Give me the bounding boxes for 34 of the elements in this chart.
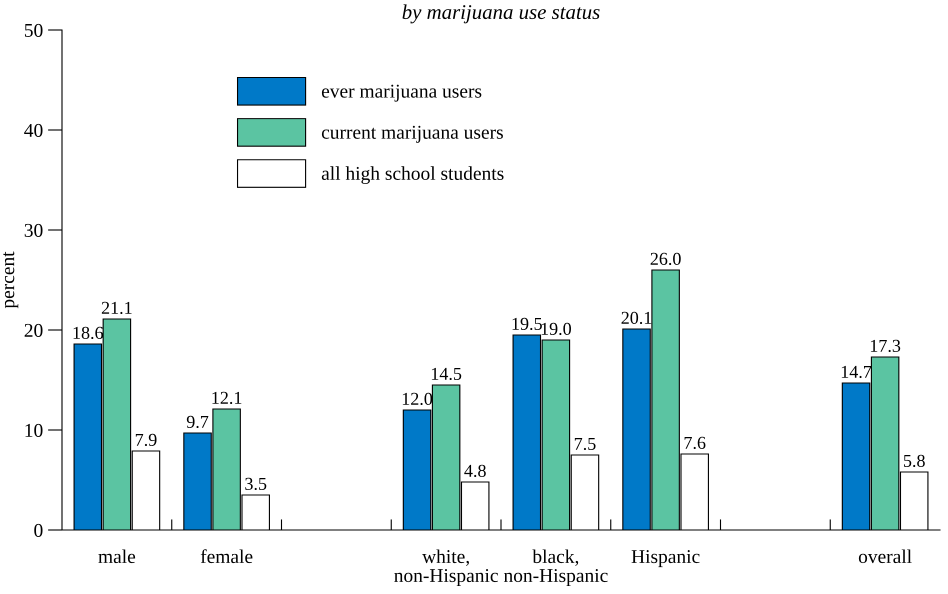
- x-tick-label: male: [98, 549, 136, 564]
- data-label: 4.8: [464, 464, 486, 478]
- y-tick-label: 0: [34, 524, 43, 537]
- data-label: 19.0: [542, 322, 571, 336]
- x-tick-label: female: [200, 549, 252, 564]
- legend-label: current marijuana users: [322, 126, 503, 143]
- y-tick-label: 40: [24, 124, 43, 137]
- legend-label: ever marijuana users: [322, 84, 482, 102]
- y-axis-title: percent: [3, 252, 18, 308]
- y-tick-label: 50: [24, 24, 43, 37]
- x-tick-label: overall: [858, 549, 912, 564]
- x-tick-label: black, non-Hispanic: [504, 549, 608, 586]
- data-label: 12.1: [212, 392, 242, 404]
- data-label: 14.7: [842, 366, 872, 378]
- data-label: 19.5: [512, 318, 542, 330]
- data-label: 5.8: [904, 454, 925, 468]
- data-label: 3.5: [245, 478, 266, 490]
- data-label: 9.7: [186, 416, 208, 428]
- y-tick-label: 30: [24, 224, 43, 237]
- y-tick-label: 10: [26, 424, 43, 437]
- y-tick-label: 20: [24, 324, 43, 337]
- data-label: 26.0: [650, 252, 681, 266]
- data-label: 20.1: [622, 312, 652, 324]
- chart-title: by marijuana use status: [402, 4, 600, 24]
- data-label: 7.9: [136, 434, 157, 446]
- data-label: 17.3: [870, 340, 900, 352]
- data-label: 21.1: [102, 302, 132, 314]
- x-tick-label: white, non-Hispanic: [394, 549, 498, 586]
- data-label: 12.0: [402, 392, 432, 406]
- data-label: 7.6: [684, 436, 706, 450]
- legend-label: all high school students: [322, 166, 504, 184]
- data-label: 7.5: [574, 438, 596, 450]
- data-label: 14.5: [432, 368, 462, 380]
- x-tick-label: Hispanic: [632, 550, 700, 568]
